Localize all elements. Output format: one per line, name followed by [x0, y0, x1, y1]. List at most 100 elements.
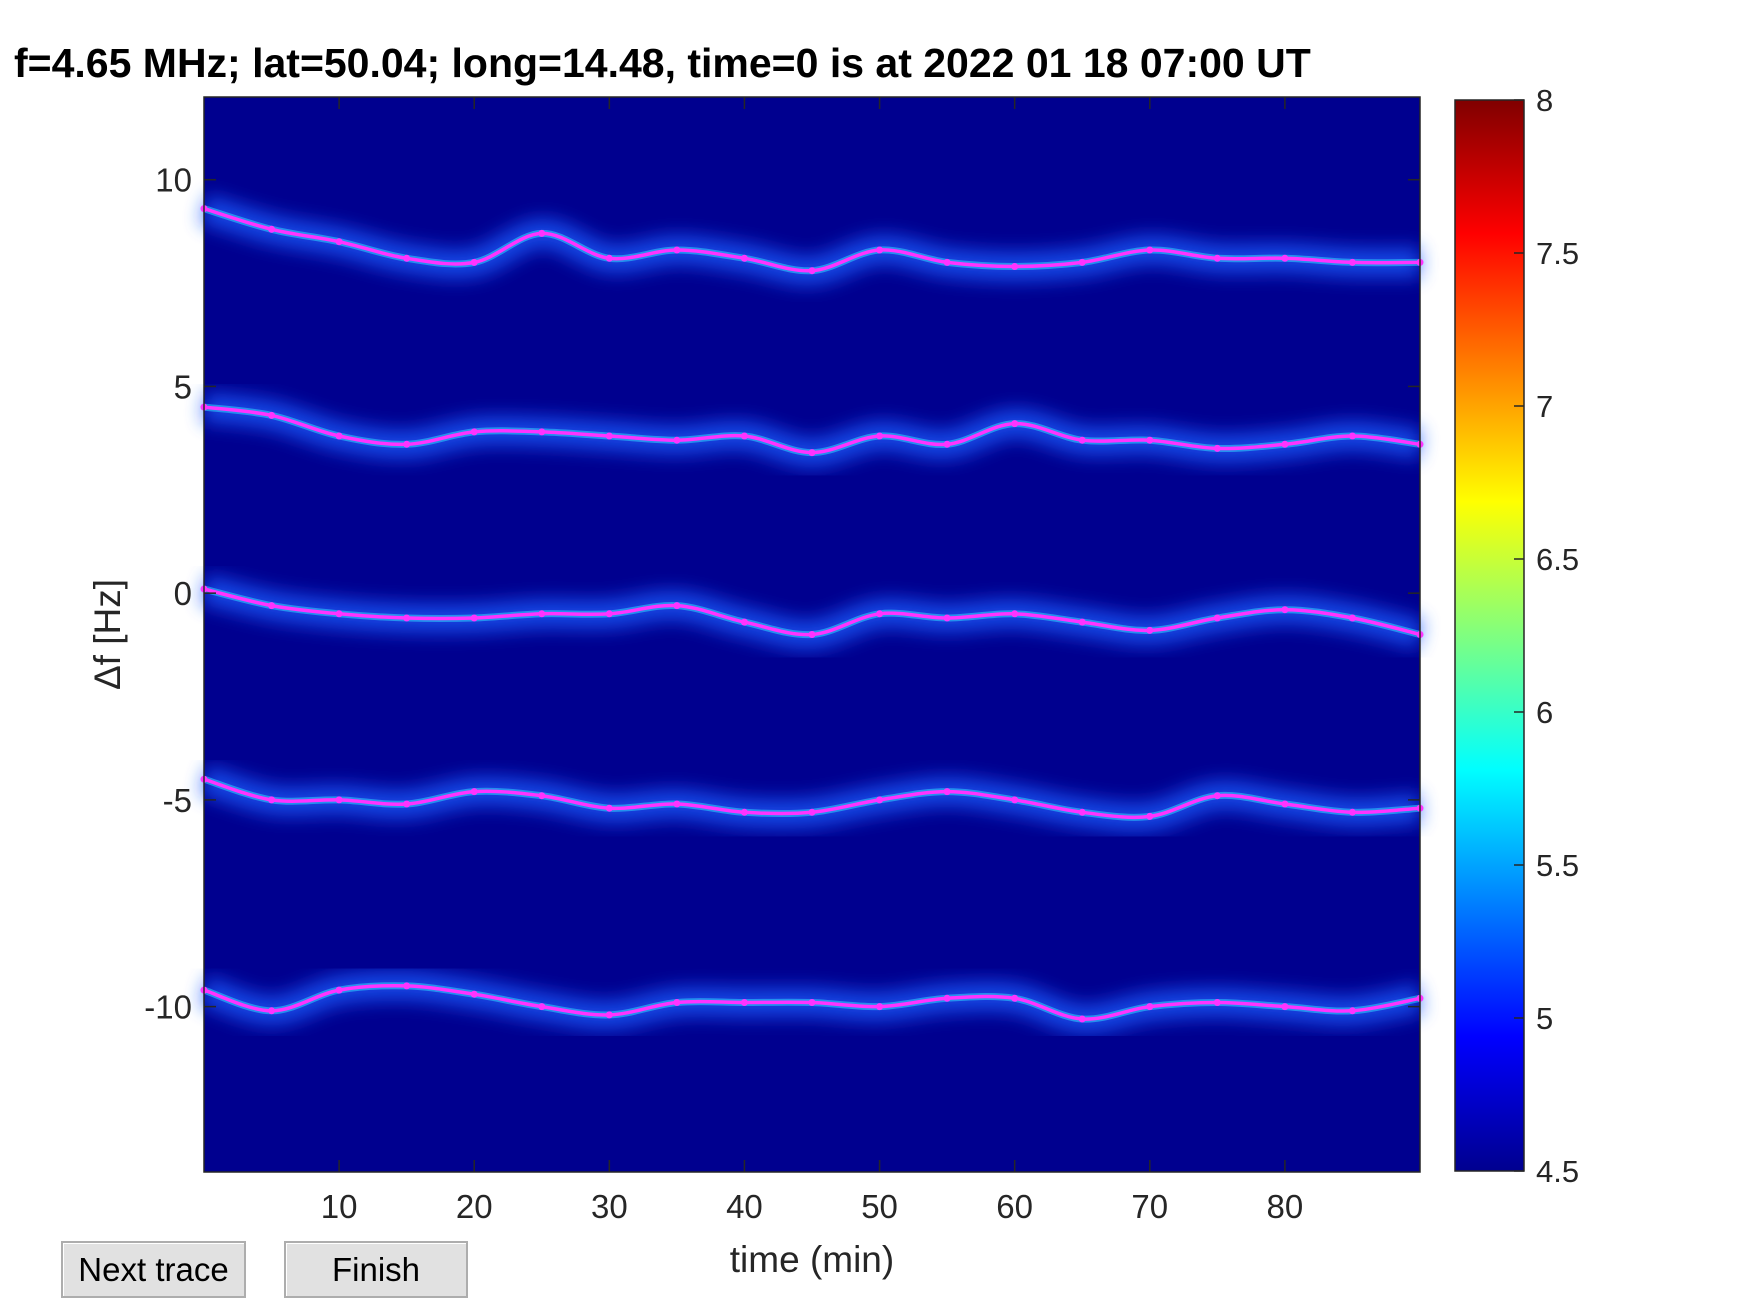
- trace-point: [1213, 792, 1221, 800]
- trace-point: [943, 614, 951, 622]
- trace-point: [808, 808, 816, 816]
- trace-point: [943, 994, 951, 1002]
- trace-point: [1348, 258, 1356, 266]
- x-tick-label: 20: [456, 1188, 493, 1225]
- trace-point: [268, 602, 276, 610]
- trace-point: [1213, 444, 1221, 452]
- trace-point: [538, 792, 546, 800]
- colorbar: [1454, 99, 1525, 1172]
- trace-point: [1281, 254, 1289, 262]
- trace-point: [673, 602, 681, 610]
- trace-point: [876, 796, 884, 804]
- trace-point: [470, 614, 478, 622]
- trace-point: [1146, 626, 1154, 634]
- trace-point: [1011, 420, 1019, 428]
- trace-point: [268, 411, 276, 419]
- trace-point: [1213, 999, 1221, 1006]
- y-axis: 10 5 0 -5 -10: [144, 162, 1420, 1026]
- finish-button[interactable]: Finish: [284, 1241, 468, 1298]
- trace-point: [1011, 796, 1019, 804]
- trace-point: [605, 1011, 613, 1019]
- colorbar-ticks: 8 7.5 7 6.5 6 5.5 5 4.5: [1514, 83, 1579, 1189]
- colorbar-tick-label: 6: [1536, 695, 1553, 730]
- next-trace-button[interactable]: Next trace: [61, 1241, 246, 1298]
- trace-point: [1078, 618, 1086, 626]
- trace-point: [1078, 808, 1086, 816]
- trace-point: [673, 999, 681, 1006]
- trace-point: [876, 432, 884, 440]
- y-tick-label: 5: [174, 368, 192, 405]
- trace-point: [673, 800, 681, 808]
- trace-point: [1146, 246, 1154, 254]
- y-tick-label: 0: [174, 575, 192, 612]
- trace-point: [1146, 436, 1154, 444]
- trace-point: [605, 432, 613, 440]
- trace-point: [335, 432, 343, 440]
- trace-point: [1078, 258, 1086, 266]
- trace-point: [403, 982, 411, 990]
- chart-title: f=4.65 MHz; lat=50.04; long=14.48, time=…: [14, 40, 1311, 86]
- y-tick-label: 10: [155, 162, 192, 199]
- trace-point: [403, 254, 411, 262]
- x-tick-label: 10: [321, 1188, 358, 1225]
- trace-point: [470, 428, 478, 436]
- trace-point: [470, 990, 478, 998]
- trace-point: [808, 449, 816, 457]
- trace-point: [1213, 254, 1221, 262]
- colorbar-tick-label: 5: [1536, 1001, 1553, 1036]
- y-tick-label: -10: [144, 989, 192, 1026]
- x-tick-label: 70: [1131, 1188, 1168, 1225]
- trace-point: [1146, 812, 1154, 820]
- trace-point: [740, 618, 748, 626]
- trace-point: [335, 610, 343, 618]
- trace-point: [605, 610, 613, 618]
- trace-point: [740, 999, 748, 1006]
- trace-point: [876, 610, 884, 618]
- trace-point: [1281, 800, 1289, 808]
- trace-point: [403, 614, 411, 622]
- trace-point: [538, 610, 546, 618]
- trace-point: [1348, 614, 1356, 622]
- trace-point: [1281, 606, 1289, 614]
- trace-point: [740, 254, 748, 262]
- trace-point: [1078, 436, 1086, 444]
- colorbar-tick-label: 5.5: [1536, 848, 1579, 883]
- trace-point: [335, 796, 343, 804]
- trace-point: [673, 246, 681, 254]
- x-axis-label: time (min): [730, 1239, 894, 1280]
- trace-point: [1146, 1003, 1154, 1011]
- y-tick-label: -5: [163, 782, 192, 819]
- trace-point: [808, 999, 816, 1006]
- plot-frame: [203, 96, 1421, 1173]
- trace-point: [1281, 440, 1289, 448]
- colorbar-tick-label: 7: [1536, 389, 1553, 424]
- colorbar-tick-label: 6.5: [1536, 542, 1579, 577]
- trace-point: [470, 788, 478, 796]
- trace-point: [1011, 610, 1019, 618]
- trace-point: [673, 436, 681, 444]
- y-axis-label: Δf [Hz]: [87, 579, 128, 690]
- x-tick-label: 50: [861, 1188, 898, 1225]
- trace-point: [1011, 263, 1019, 270]
- trace-point: [335, 238, 343, 246]
- x-tick-label: 30: [591, 1188, 628, 1225]
- x-tick-label: 60: [996, 1188, 1033, 1225]
- trace-point: [1078, 1015, 1086, 1023]
- trace-point: [808, 267, 816, 275]
- trace-point: [1281, 1003, 1289, 1011]
- trace-point: [1348, 1007, 1356, 1015]
- trace-point: [335, 986, 343, 994]
- colorbar-tick-label: 4.5: [1536, 1154, 1579, 1189]
- trace-point: [268, 225, 276, 233]
- trace-point: [403, 800, 411, 808]
- trace-point: [1348, 432, 1356, 440]
- trace-point: [876, 1003, 884, 1011]
- x-tick-label: 40: [726, 1188, 763, 1225]
- trace-point: [605, 254, 613, 262]
- trace-point: [943, 258, 951, 266]
- trace-point: [470, 258, 478, 266]
- trace-point: [268, 796, 276, 804]
- trace-point: [403, 440, 411, 448]
- trace-point: [1348, 808, 1356, 816]
